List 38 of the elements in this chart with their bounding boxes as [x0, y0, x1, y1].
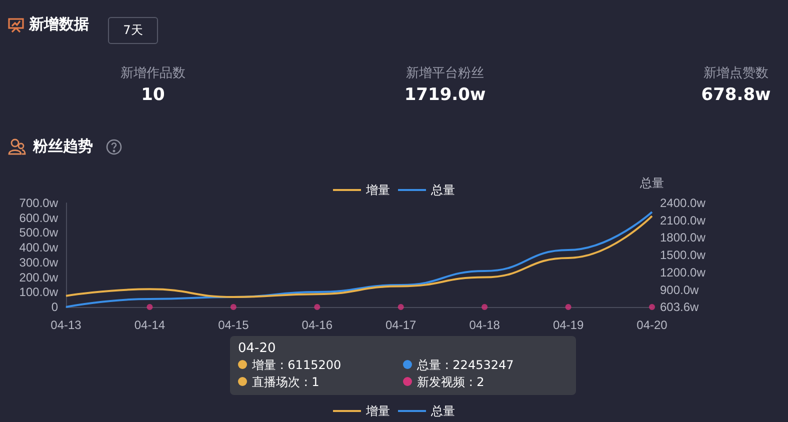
period-button: 7天	[108, 17, 158, 44]
text: 总量	[431, 404, 455, 418]
text: 新增作品数	[120, 65, 186, 82]
x-tick-label: 04-14	[134, 318, 166, 332]
x-tick-label: 04-20	[636, 318, 668, 332]
legend-label: 总量	[430, 183, 455, 197]
x-tick-label: 04-16	[302, 318, 333, 332]
y-tick-label: 600.0w	[19, 210, 58, 225]
y2-tick-label: 900.0w	[660, 282, 700, 297]
text: 新增平台粉丝	[405, 65, 485, 82]
x-tick-label: 04-13	[50, 318, 82, 332]
text: 10	[140, 85, 166, 105]
x-tick-label: 04-18	[469, 318, 500, 332]
y2-axis-title: 总量	[639, 176, 664, 190]
y-tick-label: 400.0w	[19, 240, 58, 255]
y2-tick-label: 2100.0w	[660, 213, 706, 228]
y-tick-label: 500.0w	[19, 226, 58, 240]
x-tick-label: 04-17	[386, 318, 417, 332]
x-tick-label: 04-19	[552, 318, 584, 332]
y-tick-label: 200.0w	[19, 270, 58, 284]
y-tick-label: 300.0w	[19, 255, 58, 270]
x-tick-label: 04-15	[218, 318, 250, 332]
y2-tick-label: 1800.0w	[660, 230, 706, 245]
y2-tick-label: 1500.0w	[660, 248, 706, 262]
legend-label: 增量	[365, 183, 390, 197]
y2-tick-label: 1200.0w	[660, 265, 706, 280]
tooltip-panel: 04-20 增量 : 6115200 总量 : 22453247 直播场次 : 1 新发视频 : 2	[230, 336, 576, 395]
y-tick-label: 700.0w	[19, 196, 58, 210]
text: 新增点赞数	[702, 65, 770, 82]
text: 增量	[366, 404, 390, 418]
y2-tick-label: 2400.0w	[660, 196, 706, 210]
text: 678.8w	[700, 85, 772, 105]
y-tick-label: 0	[51, 300, 58, 314]
y2-tick-label: 603.6w	[660, 300, 700, 314]
text: 新增数据	[29, 15, 89, 34]
y-tick-label: 100.0w	[19, 285, 58, 300]
chart-title: 粉丝趋势	[33, 137, 93, 156]
text: 1719.0w	[403, 85, 487, 105]
